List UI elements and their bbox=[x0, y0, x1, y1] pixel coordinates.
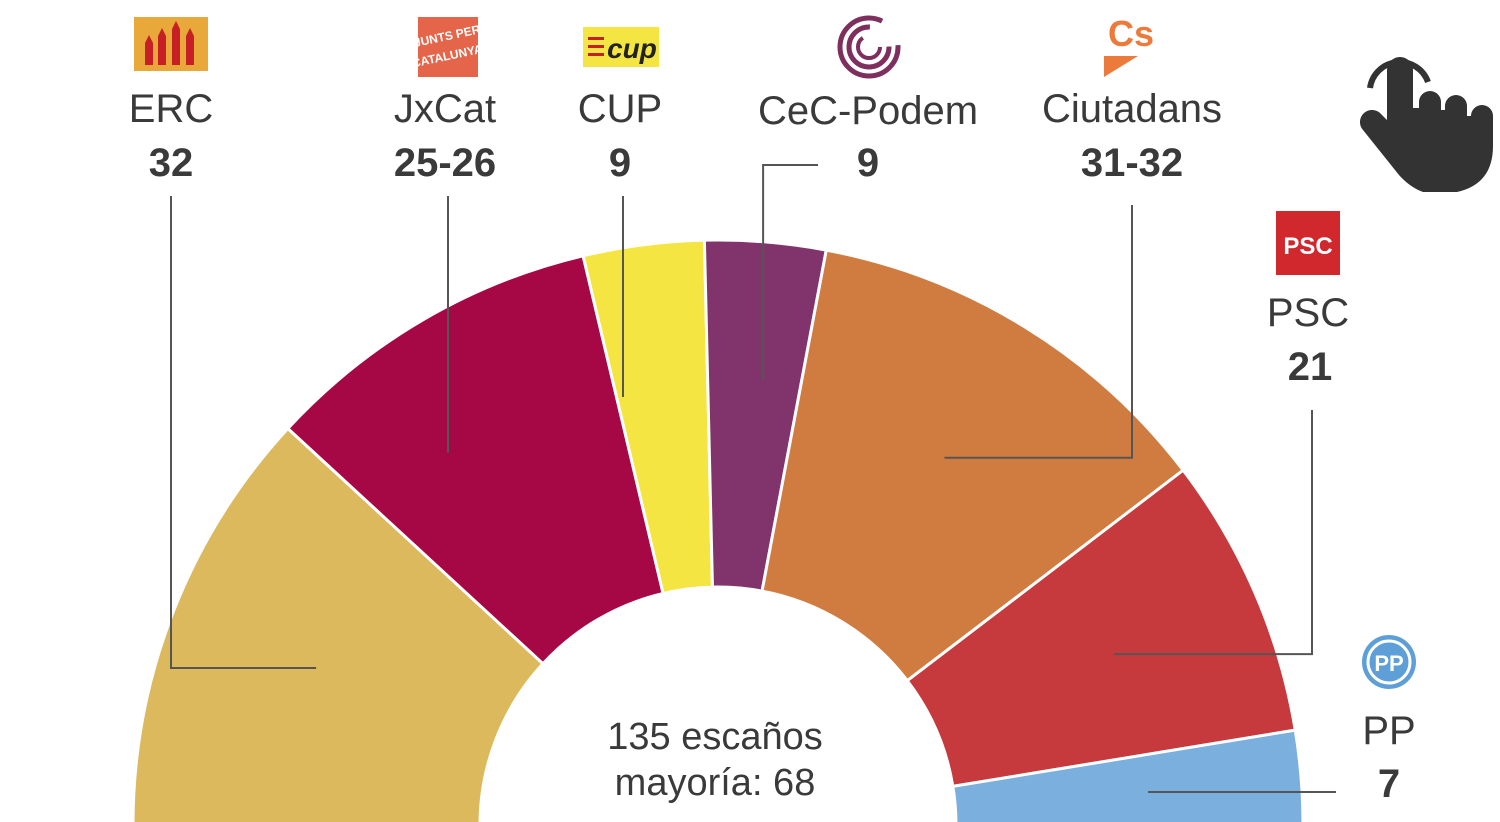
psc-logo-icon: PSC bbox=[1276, 211, 1340, 275]
ciutadans-logo-icon: Cs bbox=[1104, 13, 1154, 77]
party-label-pp[interactable]: PP PP 7 bbox=[1362, 635, 1416, 806]
segment-jxcat[interactable] bbox=[285, 253, 665, 666]
leader-line-psc bbox=[1114, 410, 1313, 656]
leader-line-erc bbox=[170, 196, 317, 670]
party-name-erc: ERC bbox=[129, 87, 213, 131]
ciutadans-logo-text: Cs bbox=[1108, 13, 1154, 54]
hemicycle-segments bbox=[131, 238, 1305, 822]
cup-logo-text: cup bbox=[607, 33, 657, 64]
segment-erc[interactable] bbox=[131, 426, 546, 822]
party-label-ciutadans[interactable]: Cs Ciutadans 31-32 bbox=[1042, 13, 1222, 185]
total-seats-label: 135 escaños bbox=[607, 716, 823, 758]
party-name-psc: PSC bbox=[1267, 291, 1349, 335]
party-seats-cup: 9 bbox=[609, 141, 631, 185]
segment-cs[interactable] bbox=[760, 248, 1186, 683]
party-seats-erc: 32 bbox=[149, 141, 194, 185]
party-seats-cec-podem: 9 bbox=[857, 141, 879, 185]
leader-line-cs bbox=[944, 205, 1133, 459]
erc-logo-icon bbox=[134, 17, 208, 71]
party-name-cec-podem: CeC-Podem bbox=[758, 89, 978, 133]
leader-lines bbox=[170, 164, 1336, 793]
party-name-pp: PP bbox=[1362, 709, 1415, 753]
hand-pointer-icon[interactable] bbox=[1359, 57, 1493, 192]
party-name-cup: CUP bbox=[578, 87, 662, 131]
psc-logo-text: PSC bbox=[1283, 233, 1332, 260]
party-seats-ciutadans: 31-32 bbox=[1081, 141, 1183, 185]
party-label-cup[interactable]: cup CUP 9 bbox=[578, 27, 662, 185]
party-label-jxcat[interactable]: JUNTS PER CATALUNYA JxCat 25-26 bbox=[394, 17, 496, 185]
cec-podem-logo-icon bbox=[837, 15, 901, 79]
party-name-ciutadans: Ciutadans bbox=[1042, 87, 1222, 131]
majority-label: mayoría: 68 bbox=[615, 762, 816, 804]
pp-logo-icon: PP bbox=[1362, 635, 1416, 689]
party-label-cec-podem[interactable]: CeC-Podem 9 bbox=[758, 15, 978, 185]
party-label-erc[interactable]: ERC 32 bbox=[129, 17, 213, 185]
jxcat-logo-icon: JUNTS PER CATALUNYA bbox=[411, 17, 484, 77]
cup-logo-icon: cup bbox=[583, 27, 659, 67]
leader-line-cec bbox=[762, 164, 818, 380]
party-label-psc[interactable]: PSC PSC 21 bbox=[1267, 211, 1349, 389]
party-seats-pp: 7 bbox=[1378, 762, 1400, 806]
segment-psc[interactable] bbox=[905, 468, 1297, 789]
party-seats-psc: 21 bbox=[1288, 345, 1333, 389]
party-name-jxcat: JxCat bbox=[394, 87, 496, 131]
segment-pp[interactable] bbox=[951, 728, 1305, 822]
pp-logo-text: PP bbox=[1374, 651, 1403, 676]
party-seats-jxcat: 25-26 bbox=[394, 141, 496, 185]
